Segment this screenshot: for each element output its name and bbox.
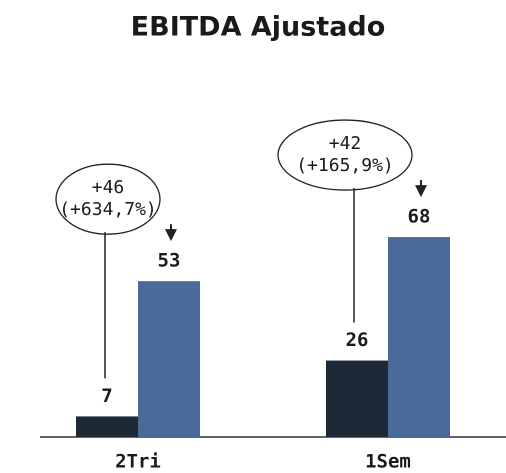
annotation-text: +42 <box>329 133 362 154</box>
annotation-text: +46 <box>92 177 125 198</box>
chart-title: EBITDA Ajustado <box>131 12 386 43</box>
annotation-arrowhead <box>415 185 427 198</box>
annotation-arrowhead <box>165 229 177 242</box>
bar <box>76 416 138 437</box>
annotation-text: (+634,7%) <box>59 199 157 220</box>
x-tick-label: 1Sem <box>365 451 411 473</box>
annotation-ellipse <box>277 119 413 191</box>
bar <box>138 281 200 437</box>
bar <box>388 237 450 437</box>
annotation-text: (+165,9%) <box>296 155 394 176</box>
annotation-ellipse <box>55 163 161 235</box>
data-label: 7 <box>101 385 112 407</box>
data-label: 68 <box>408 206 431 228</box>
bar <box>326 360 388 437</box>
data-label: 53 <box>158 250 181 272</box>
x-tick-label: 2Tri <box>115 451 161 473</box>
data-label: 26 <box>346 329 369 351</box>
